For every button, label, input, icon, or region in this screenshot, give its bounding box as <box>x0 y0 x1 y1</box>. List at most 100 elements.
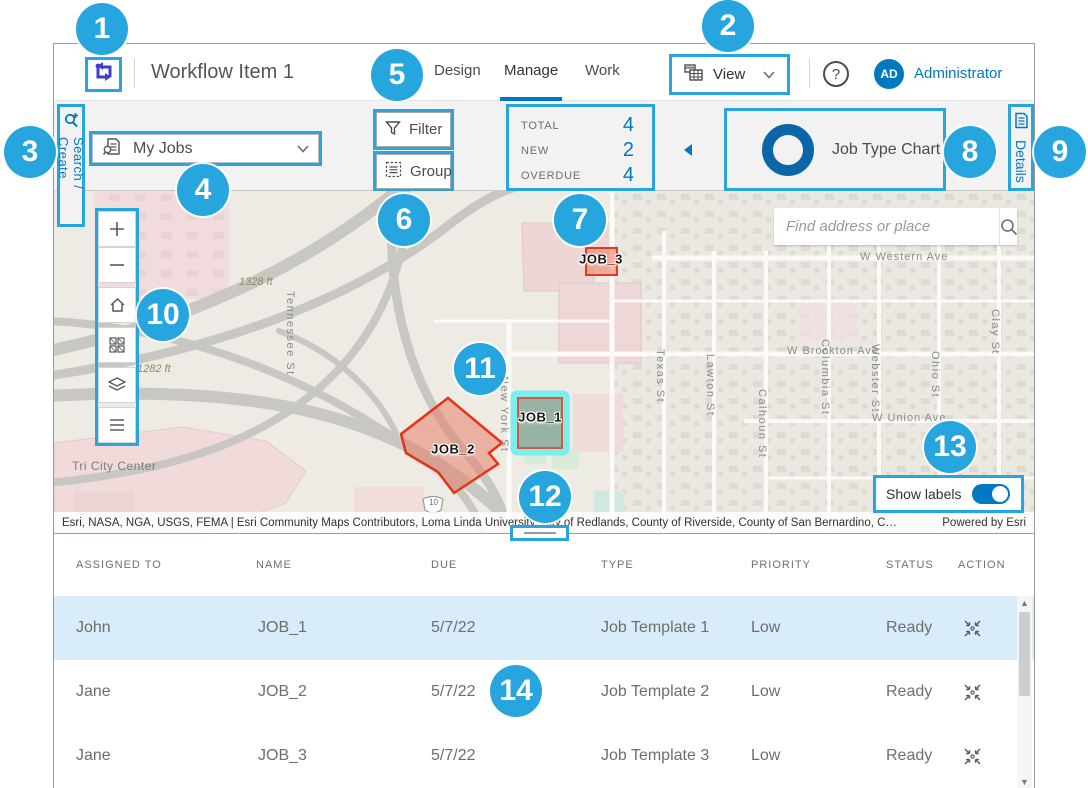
filter-button[interactable]: Filter <box>373 109 454 150</box>
filter-label: Filter <box>409 121 443 138</box>
cell-due: 5/7/22 <box>431 683 476 700</box>
toggle-knob <box>991 486 1008 502</box>
address-search-input[interactable] <box>774 208 999 245</box>
group-icon <box>385 161 402 182</box>
street-label: Ohio St <box>929 351 941 399</box>
tab-design[interactable]: Design <box>434 62 481 79</box>
table-row[interactable]: Jane JOB_3 5/7/22 Job Template 3 Low Rea… <box>54 724 1034 788</box>
help-button[interactable]: ? <box>823 61 849 87</box>
route-shield-10 <box>422 495 444 514</box>
table-resize-handle[interactable] <box>510 525 569 541</box>
table-scrollbar[interactable]: ▲ ▼ <box>1017 596 1032 788</box>
place-label: Tri City Center <box>72 459 157 473</box>
chevron-down-icon <box>763 66 775 84</box>
zoom-to-job-icon[interactable] <box>964 620 981 637</box>
cell-status: Ready <box>886 619 933 636</box>
stat-overdue-label: OVERDUE <box>521 169 581 182</box>
callout-12: 12 <box>519 471 571 523</box>
avatar[interactable]: AD <box>874 59 904 89</box>
group-button[interactable]: Group <box>373 151 454 192</box>
workflow-loop-icon <box>93 61 115 88</box>
cell-due: 5/7/22 <box>431 619 476 636</box>
street-label: Lawton St <box>704 354 716 417</box>
view-dropdown-label: View <box>713 66 746 83</box>
search-create-panel-tab[interactable]: Search / Create <box>56 104 86 227</box>
minus-icon <box>110 264 124 266</box>
street-label: Calhoun St <box>756 389 768 459</box>
funnel-icon <box>385 120 401 140</box>
col-due: DUE <box>431 559 458 571</box>
callout-1: 1 <box>76 3 128 55</box>
stat-total: TOTAL 4 <box>521 113 642 138</box>
job-search-doc-icon <box>102 136 123 162</box>
job2-polygon[interactable] <box>399 396 504 495</box>
cell-priority: Low <box>751 619 781 636</box>
address-search-button[interactable] <box>999 208 1018 245</box>
scroll-down-arrow[interactable]: ▼ <box>1020 777 1029 787</box>
zoom-in-button[interactable] <box>98 211 136 247</box>
tab-manage[interactable]: Manage <box>504 62 559 79</box>
street-label: Texas St <box>654 349 666 404</box>
callout-5: 5 <box>371 49 423 101</box>
home-extent-button[interactable] <box>98 287 136 323</box>
callout-10: 10 <box>137 289 189 341</box>
header-divider-2 <box>809 58 810 88</box>
tab-work[interactable]: Work <box>585 62 620 79</box>
attribution-text: Esri, NASA, NGA, USGS, FEMA | Esri Commu… <box>62 516 897 529</box>
jobs-filter-dropdown[interactable]: My Jobs <box>89 131 322 166</box>
address-search <box>774 208 1018 245</box>
show-labels-control: Show labels <box>873 475 1024 513</box>
zoom-to-job-icon[interactable] <box>964 684 981 701</box>
chevron-down-icon <box>297 140 309 158</box>
col-priority: PRIORITY <box>751 559 811 571</box>
zoom-to-job-icon[interactable] <box>964 748 981 765</box>
callout-13: 13 <box>924 421 976 473</box>
scroll-thumb[interactable] <box>1019 612 1030 696</box>
zoom-out-button[interactable] <box>98 247 136 283</box>
basemap-grid-icon <box>109 337 125 353</box>
legend-button[interactable] <box>98 407 136 443</box>
question-mark-icon: ? <box>831 65 841 83</box>
street-label: W Western Ave <box>860 251 949 263</box>
stat-new: NEW 2 <box>521 138 642 163</box>
cell-name: JOB_2 <box>258 683 307 700</box>
scroll-up-arrow[interactable]: ▲ <box>1020 598 1029 608</box>
view-dropdown[interactable]: View <box>669 54 790 95</box>
callout-6: 6 <box>378 194 430 246</box>
cell-assigned-to: Jane <box>76 747 111 764</box>
details-panel-tab[interactable]: Details <box>1008 104 1034 191</box>
table-row[interactable]: John JOB_1 5/7/22 Job Template 1 Low Rea… <box>54 596 1034 660</box>
basemap-gallery-button[interactable] <box>98 327 136 363</box>
user-menu[interactable]: Administrator <box>914 65 1003 82</box>
show-labels-toggle[interactable] <box>971 484 1010 504</box>
stat-total-value: 4 <box>622 114 634 136</box>
job-type-chart-widget[interactable]: Job Type Chart <box>724 108 946 191</box>
street-label: W Brockton Ave <box>787 345 880 357</box>
col-name: NAME <box>256 559 292 571</box>
powered-by-esri: Powered by Esri <box>942 516 1026 529</box>
elevation-label: 1328 ft <box>239 276 273 288</box>
job2-map-label: JOB_2 <box>431 441 475 457</box>
stat-overdue-value: 4 <box>622 164 634 186</box>
callout-7: 7 <box>554 194 606 246</box>
job1-polygon[interactable] <box>517 397 563 449</box>
table-row[interactable]: Jane JOB_2 5/7/22 Job Template 2 Low Rea… <box>54 660 1034 724</box>
avatar-initials: AD <box>880 67 898 81</box>
street-label: New York St <box>498 376 510 453</box>
app-header: Workflow Item 1 Design Manage Work View <box>54 44 1034 101</box>
job3-polygon[interactable] <box>585 247 618 276</box>
job3-map-label: JOB_3 <box>579 251 623 267</box>
details-doc-icon <box>1014 112 1029 134</box>
col-action: ACTION <box>958 559 1006 571</box>
job1-map-label: JOB_1 <box>518 409 562 425</box>
cell-priority: Low <box>751 747 781 764</box>
street-label: Webster St <box>869 344 881 414</box>
list-icon <box>110 419 124 431</box>
workflow-logo-button[interactable] <box>85 57 122 92</box>
col-assigned-to: ASSIGNED TO <box>76 559 162 571</box>
stat-new-value: 2 <box>622 139 634 161</box>
layers-button[interactable] <box>98 367 136 403</box>
page-title: Workflow Item 1 <box>151 61 294 83</box>
collapse-charts-arrow[interactable] <box>684 144 692 156</box>
